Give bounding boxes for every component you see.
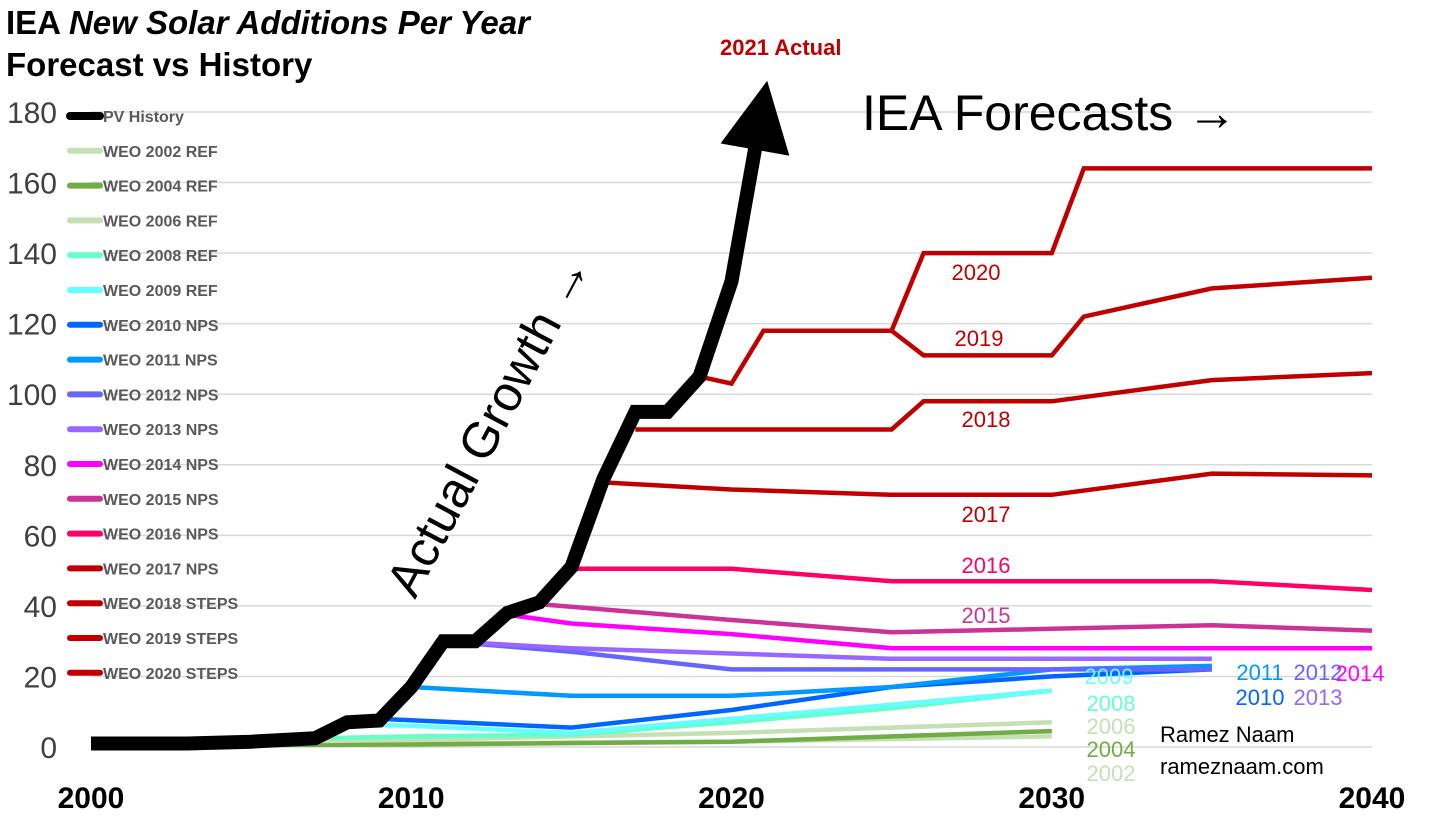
y-tick-label: 40: [24, 591, 57, 624]
series-line: [539, 601, 1373, 635]
series-end-label: 2015: [962, 603, 1011, 628]
website-label: rameznaam.com: [1160, 754, 1324, 779]
chart-title-line1: IEA New Solar Additions Per Year: [6, 4, 530, 42]
series-end-label: 2008: [1087, 691, 1136, 716]
series-end-label: 2019: [955, 326, 1004, 351]
series-end-label: 2017: [962, 502, 1011, 527]
legend-entry: PV History: [103, 109, 184, 126]
series-line: [571, 566, 1373, 593]
series-end-label: 2013: [1294, 685, 1343, 710]
legend-entry: WEO 2011 NPS: [103, 353, 218, 370]
legend-entry: WEO 2020 STEPS: [103, 666, 238, 683]
legend-entry: WEO 2017 NPS: [103, 561, 219, 578]
author-label: Ramez Naam: [1160, 722, 1294, 747]
actual-growth-label: Actual Growth →: [375, 245, 602, 605]
y-tick-label: 60: [24, 520, 57, 553]
series-line: [187, 728, 1052, 748]
legend-entry: WEO 2014 NPS: [103, 457, 219, 474]
series-line: [379, 667, 1212, 730]
x-tick-label: 2040: [1339, 782, 1406, 815]
x-tick-label: 2020: [698, 782, 765, 815]
y-tick-label: 180: [7, 97, 57, 130]
series-line: [91, 80, 790, 751]
series-line: [699, 275, 1373, 387]
x-tick-label: 2030: [1018, 782, 1085, 815]
series-end-label: 2020: [952, 260, 1001, 285]
title-italic: New Solar Additions Per Year: [68, 4, 530, 41]
legend-entry: WEO 2013 NPS: [103, 422, 219, 439]
legend-entry: WEO 2016 NPS: [103, 527, 219, 544]
series-end-label: 2016: [962, 553, 1011, 578]
legend-entry: WEO 2018 STEPS: [103, 596, 238, 613]
series-line: [347, 688, 1052, 736]
series-end-label: 2011: [1236, 660, 1283, 685]
y-tick-label: 120: [7, 309, 57, 342]
series-end-label: 2006: [1087, 714, 1136, 739]
legend-entry: WEO 2008 REF: [103, 248, 218, 265]
y-tick-label: 0: [40, 732, 57, 765]
series-end-label: 2002: [1087, 761, 1136, 786]
y-tick-label: 20: [24, 661, 57, 694]
legend-entry: WEO 2012 NPS: [103, 387, 219, 404]
y-axis-ticks: 0 20 40 60 80 100 120 140 160 180: [7, 97, 57, 765]
actual-2021-label: 2021 Actual: [720, 35, 841, 60]
series-line: [506, 612, 1372, 651]
y-tick-label: 100: [7, 379, 57, 412]
iea-forecasts-label: IEA Forecasts →: [862, 85, 1237, 141]
series-lines: [91, 80, 1373, 751]
legend-entry: WEO 2019 STEPS: [103, 631, 238, 648]
series-end-label: 2004: [1087, 737, 1136, 762]
series-line: [475, 640, 1212, 662]
legend-entry: WEO 2010 NPS: [103, 318, 219, 335]
series-end-label: 2010: [1236, 685, 1285, 710]
legend-entry: WEO 2009 REF: [103, 283, 218, 300]
x-axis-ticks: 2000 2010 2020 2030 2040: [58, 782, 1406, 815]
series-line: [315, 688, 1053, 741]
y-tick-label: 160: [7, 168, 57, 201]
series-end-label: 2012: [1294, 660, 1343, 685]
chart-title-line2: Forecast vs History: [6, 46, 313, 83]
series-end-label: 2018: [962, 407, 1011, 432]
x-tick-label: 2000: [58, 782, 125, 815]
legend-entry: WEO 2006 REF: [103, 213, 218, 230]
title-prefix: IEA: [6, 4, 60, 41]
series-line: [889, 166, 1372, 332]
legend: PV History WEO 2002 REF WEO 2004 REF WEO 20…: [66, 109, 238, 683]
legend-entry: WEO 2015 NPS: [103, 492, 219, 509]
legend-entry: WEO 2002 REF: [103, 144, 218, 161]
y-tick-label: 140: [7, 238, 57, 271]
y-tick-label: 80: [24, 450, 57, 483]
series-end-label: 2014: [1336, 661, 1385, 686]
series-line: [603, 471, 1373, 498]
series-line: [635, 370, 1373, 432]
legend-entry: WEO 2004 REF: [103, 179, 218, 196]
series-line: [443, 638, 1212, 672]
x-tick-label: 2010: [378, 782, 445, 815]
series-end-label: 2009: [1085, 664, 1134, 689]
